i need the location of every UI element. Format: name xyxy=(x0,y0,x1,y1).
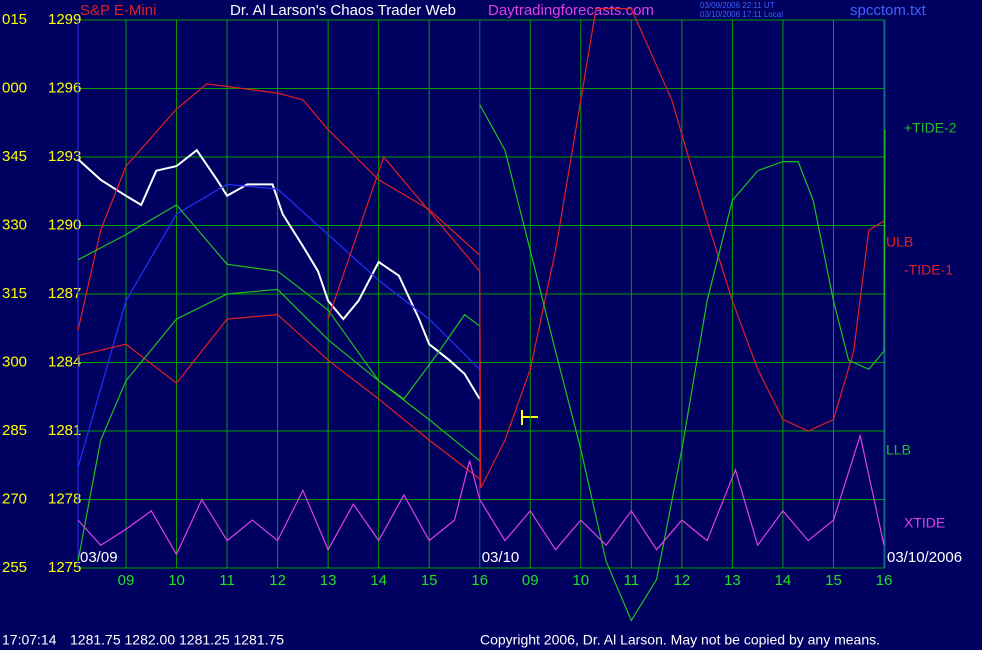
legend-label: -TIDE-1 xyxy=(904,262,953,278)
y2-tick-label: 345 xyxy=(2,148,27,165)
legend-label: LLB xyxy=(886,442,911,458)
x-tick-label: 12 xyxy=(269,572,286,589)
copyright: Copyright 2006, Dr. Al Larson. May not b… xyxy=(480,632,880,648)
y-tick-label: 1290 xyxy=(48,216,81,233)
x-tick-label: 16 xyxy=(471,572,488,589)
y-tick-label: 1293 xyxy=(48,148,81,165)
legend-label: XTIDE xyxy=(904,515,945,531)
series-line xyxy=(327,8,885,489)
x-tick-label: 10 xyxy=(168,572,185,589)
file-name: spcctom.txt xyxy=(850,2,927,19)
series-line xyxy=(77,148,481,400)
x-tick-label: 11 xyxy=(219,572,235,589)
x-tick-label: 14 xyxy=(370,572,387,589)
legend-label: +TIDE-2 xyxy=(904,120,957,136)
y-tick-label: 1287 xyxy=(48,285,81,302)
x-tick-label: 11 xyxy=(624,572,640,589)
series-line xyxy=(77,433,885,556)
date-label: 03/09 xyxy=(80,549,118,566)
y2-tick-label: 300 xyxy=(2,353,27,370)
x-tick-label: 13 xyxy=(724,572,741,589)
y2-tick-label: 315 xyxy=(2,285,27,302)
x-tick-label: 10 xyxy=(572,572,589,589)
y-tick-label: 1284 xyxy=(48,353,81,370)
status-quote: 1281.75 1282.00 1281.25 1281.75 xyxy=(70,632,284,648)
y2-tick-label: 015 xyxy=(2,11,27,28)
date-label: 03/10/2006 xyxy=(887,549,962,566)
y2-tick-label: 000 xyxy=(2,79,27,96)
y-tick-label: 1296 xyxy=(48,79,81,96)
x-tick-label: 15 xyxy=(421,572,438,589)
series-line xyxy=(479,104,886,622)
instrument: S&P E-Mini xyxy=(80,2,156,19)
x-tick-label: 09 xyxy=(522,572,539,589)
date-label: 03/10 xyxy=(482,549,520,566)
y-tick-label: 1299 xyxy=(48,11,81,28)
site: Daytradingforecasts.com xyxy=(488,2,654,19)
x-tick-label: 12 xyxy=(674,572,691,589)
series-line xyxy=(77,83,481,331)
y-tick-label: 1278 xyxy=(48,490,81,507)
x-tick-label: 16 xyxy=(876,572,893,589)
stamp-ut: 03/09/2006 22:11 UT xyxy=(700,1,775,10)
x-tick-label: 09 xyxy=(118,572,135,589)
stamp-local: 03/10/2006 17:11 Local xyxy=(700,10,783,19)
chart-title: Dr. Al Larson's Chaos Trader Web xyxy=(230,2,456,19)
y2-tick-label: 255 xyxy=(2,559,27,576)
y-tick-label: 1275 xyxy=(48,559,81,576)
series-line xyxy=(77,204,481,400)
y2-tick-label: 330 xyxy=(2,216,27,233)
y2-tick-label: 270 xyxy=(2,490,27,507)
status-time: 17:07:14 xyxy=(2,632,57,648)
series-line xyxy=(77,313,481,480)
x-tick-label: 14 xyxy=(775,572,792,589)
y2-tick-label: 285 xyxy=(2,422,27,439)
x-tick-label: 15 xyxy=(825,572,842,589)
legend-label: ULB xyxy=(886,234,913,250)
series-line xyxy=(77,183,481,468)
y-tick-label: 1281 xyxy=(48,422,81,439)
series-line xyxy=(77,288,481,562)
x-tick-label: 13 xyxy=(320,572,337,589)
